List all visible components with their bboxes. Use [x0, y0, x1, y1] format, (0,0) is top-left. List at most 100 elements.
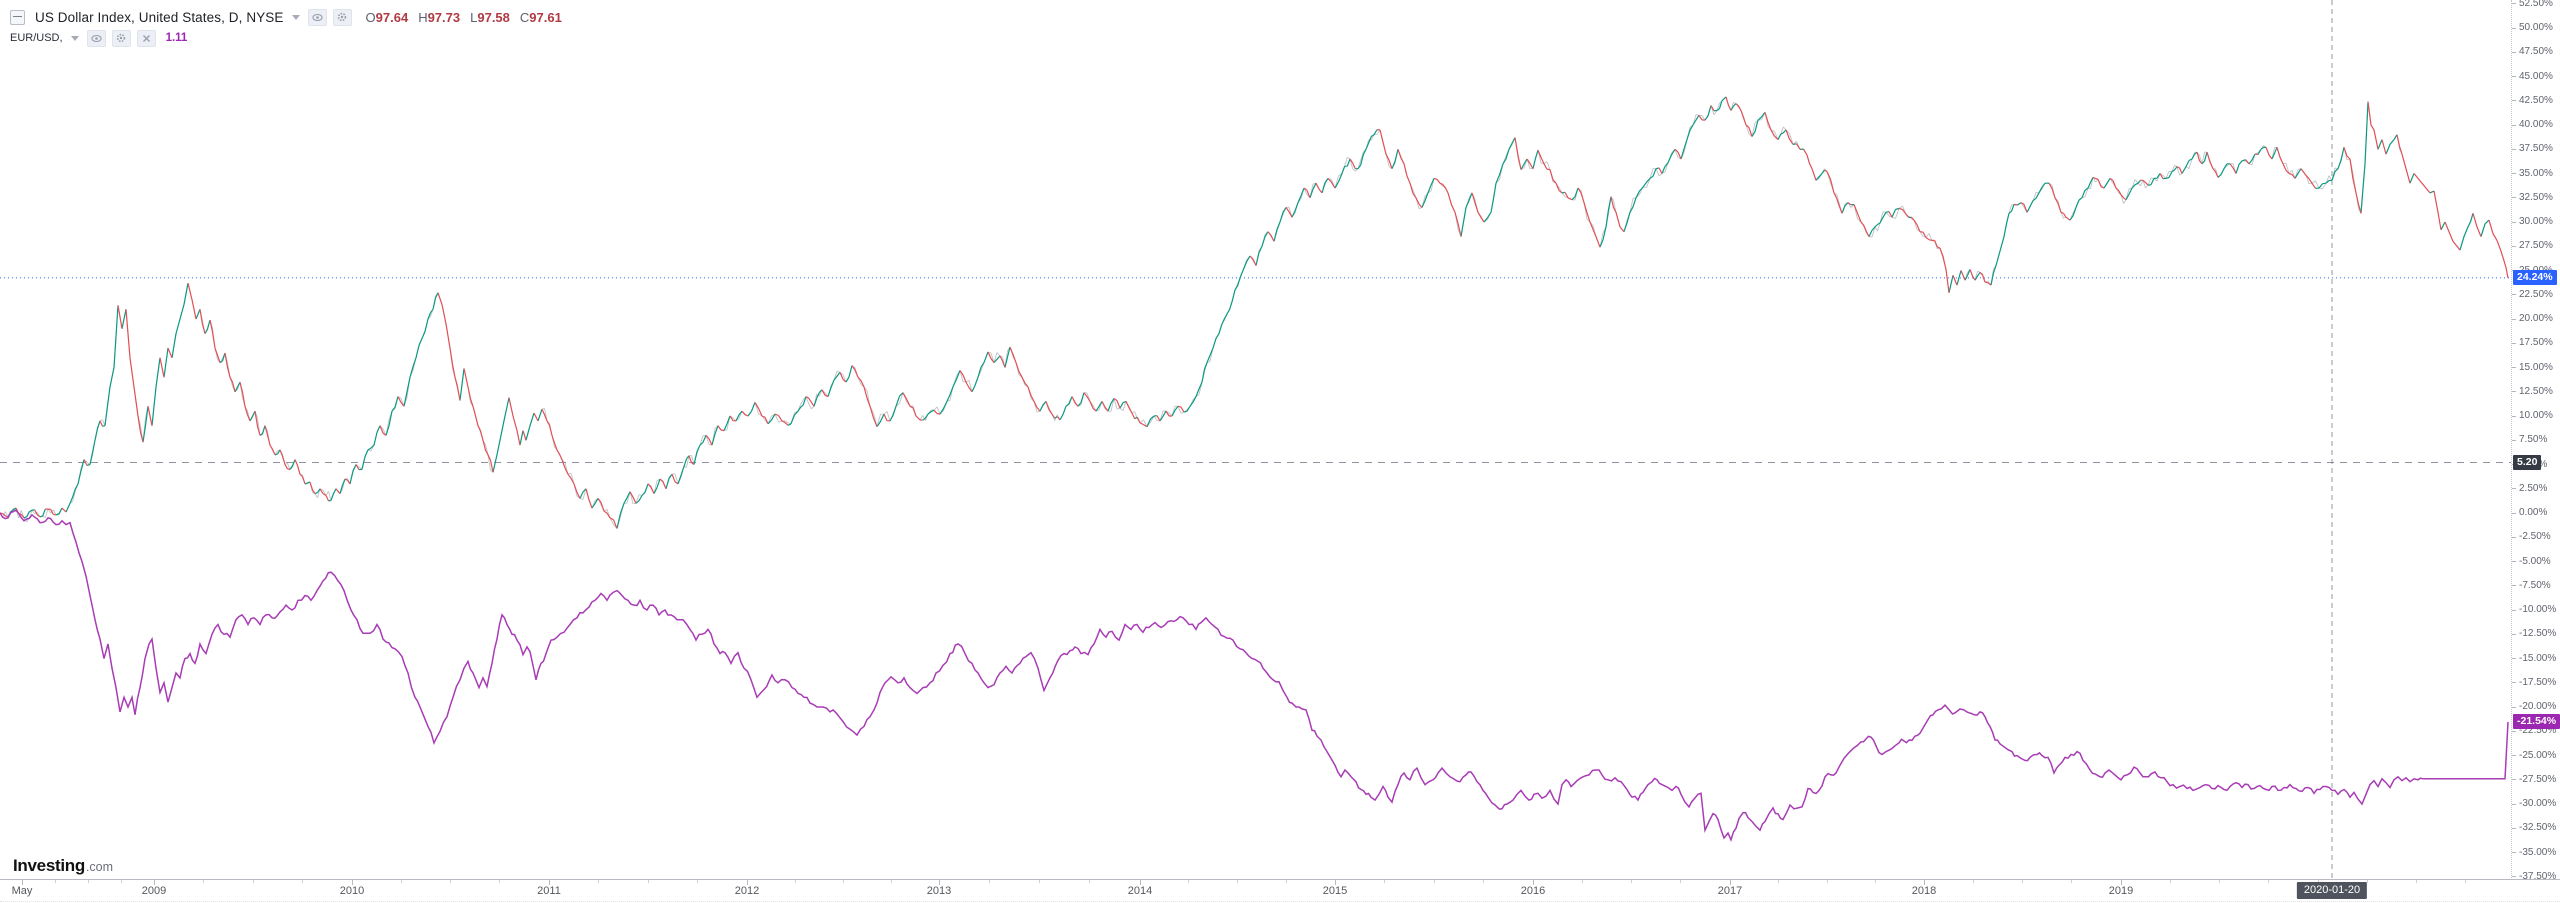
y-axis-label: -32.50%: [2519, 822, 2557, 834]
x-axis-minor-tick: [88, 880, 89, 883]
eye-icon: [311, 13, 323, 21]
x-axis-minor-tick: [989, 880, 990, 883]
x-axis-label: 2011: [537, 885, 561, 897]
close-value: 97.61: [529, 9, 562, 25]
y-axis-tick: [2512, 610, 2516, 611]
y-axis-label: 7.50%: [2519, 434, 2548, 446]
y-axis-label: 10.00%: [2519, 410, 2553, 421]
price-badge: 5.20: [2513, 455, 2542, 471]
open-label: O: [365, 9, 376, 25]
eurusd-series[interactable]: [0, 509, 2509, 843]
y-axis-label: 2.50%: [2519, 482, 2548, 494]
y-axis-label: 25.00%: [2519, 265, 2553, 276]
x-axis-minor-tick: [1827, 880, 1828, 883]
y-axis-label: -12.50%: [2519, 628, 2557, 640]
x-axis-minor-tick: [2318, 880, 2319, 883]
time-scale[interactable]: May 2009 2010 2011 2012 2013 2014 2015 2016 2017 2…: [0, 879, 2560, 903]
x-axis-tick: [1730, 880, 1731, 885]
usd-index-series[interactable]: [0, 96, 2509, 529]
x-axis-tick: [1335, 880, 1336, 885]
price-scale[interactable]: 52.50% 50.00% 47.50% 45.00% 42.50% 40.00% 37.5…: [2511, 0, 2560, 882]
y-axis-label: -25.00%: [2519, 749, 2557, 761]
compare-symbol[interactable]: EUR/USD,: [10, 32, 63, 44]
x-axis-minor-tick: [1188, 880, 1189, 883]
x-axis-minor-tick: [648, 880, 649, 883]
compare-settings-button[interactable]: [111, 29, 131, 47]
gear-icon: [116, 33, 126, 43]
y-axis-tick: [2512, 852, 2516, 853]
x-axis-tick: [747, 880, 748, 885]
open-value: 97.64: [375, 9, 409, 25]
x-axis-minor-tick: [598, 880, 599, 883]
y-axis-label: 42.50%: [2519, 94, 2553, 106]
y-axis-label: 0.00%: [2519, 507, 2548, 518]
chevron-down-icon[interactable]: [70, 35, 79, 41]
y-axis-label: 47.50%: [2519, 46, 2553, 58]
x-axis-minor-tick: [697, 880, 698, 883]
settings-button[interactable]: [332, 8, 352, 26]
y-axis-tick: [2512, 440, 2516, 441]
x-axis-label: May: [11, 885, 33, 897]
x-axis-tick: [1140, 880, 1141, 885]
x-axis-minor-tick: [499, 880, 500, 883]
x-axis-tick: [352, 880, 353, 885]
x-axis-label: 2009: [141, 885, 167, 897]
y-axis-tick: [2512, 658, 2516, 659]
y-axis-tick: [2512, 222, 2516, 223]
x-axis-label: 2010: [339, 885, 365, 897]
y-axis-label: -20.00%: [2519, 701, 2557, 712]
x-axis-tick: [1924, 880, 1925, 885]
low-label: L: [470, 9, 478, 25]
x-axis-minor-tick: [55, 880, 56, 883]
x-axis-tick: [2121, 880, 2122, 885]
y-axis-label: 20.00%: [2519, 313, 2553, 324]
main-symbol-row: US Dollar Index, United States, D, NYSE …: [10, 7, 562, 27]
y-axis-label: -37.50%: [2519, 870, 2557, 882]
high-value: 97.73: [427, 9, 461, 25]
y-axis-label: 45.00%: [2519, 70, 2553, 82]
y-axis-tick: [2512, 3, 2516, 4]
x-axis-minor-tick: [843, 880, 844, 883]
y-axis-label: 27.50%: [2519, 240, 2553, 252]
x-axis-minor-tick: [1973, 880, 1974, 883]
y-axis-tick: [2512, 537, 2516, 538]
x-axis-tick: [154, 880, 155, 885]
compare-remove-button[interactable]: [136, 29, 156, 47]
logo-brand-text: Investing: [13, 856, 85, 875]
y-axis-tick: [2512, 343, 2516, 344]
x-axis-label: 2012: [734, 885, 760, 897]
visibility-button[interactable]: [307, 8, 327, 26]
y-axis-tick: [2512, 876, 2516, 877]
ohlc-values: O97.64 H97.73 L97.58 C97.61: [366, 10, 562, 25]
compare-visibility-button[interactable]: [86, 29, 106, 47]
y-axis-tick: [2512, 779, 2516, 780]
investing-logo[interactable]: Investing .com: [13, 856, 113, 876]
y-axis-tick: [2512, 149, 2516, 150]
chart-canvas[interactable]: [0, 0, 2512, 880]
chevron-down-icon[interactable]: [291, 14, 300, 20]
y-axis-tick: [2512, 804, 2516, 805]
x-axis-minor-tick: [2219, 880, 2220, 883]
x-axis-minor-tick: [203, 880, 204, 883]
x-axis-minor-tick: [2071, 880, 2072, 883]
x-axis-minor-tick: [253, 880, 254, 883]
x-axis-minor-tick: [1680, 880, 1681, 883]
low-value: 97.58: [477, 9, 510, 25]
y-axis-label: -27.50%: [2519, 773, 2557, 785]
y-axis-label: -35.00%: [2519, 846, 2557, 858]
symbol-title[interactable]: US Dollar Index, United States, D, NYSE: [35, 9, 284, 25]
y-axis-tick: [2512, 828, 2516, 829]
x-axis-label: 2019: [2108, 885, 2134, 897]
crosshair-date-badge: 2020-01-20: [2296, 882, 2368, 899]
high-label: H: [418, 9, 428, 25]
y-axis-label: 32.50%: [2519, 191, 2553, 203]
y-axis-label: 50.00%: [2519, 22, 2553, 33]
y-axis-tick: [2512, 197, 2516, 198]
y-axis-tick: [2512, 755, 2516, 756]
y-axis-tick: [2512, 585, 2516, 586]
y-axis-tick: [2512, 246, 2516, 247]
logo-tld-text: .com: [85, 860, 114, 874]
y-axis-label: -15.00%: [2519, 652, 2557, 664]
collapse-pane-icon[interactable]: [10, 9, 25, 25]
y-axis-label: 52.50%: [2519, 0, 2553, 9]
